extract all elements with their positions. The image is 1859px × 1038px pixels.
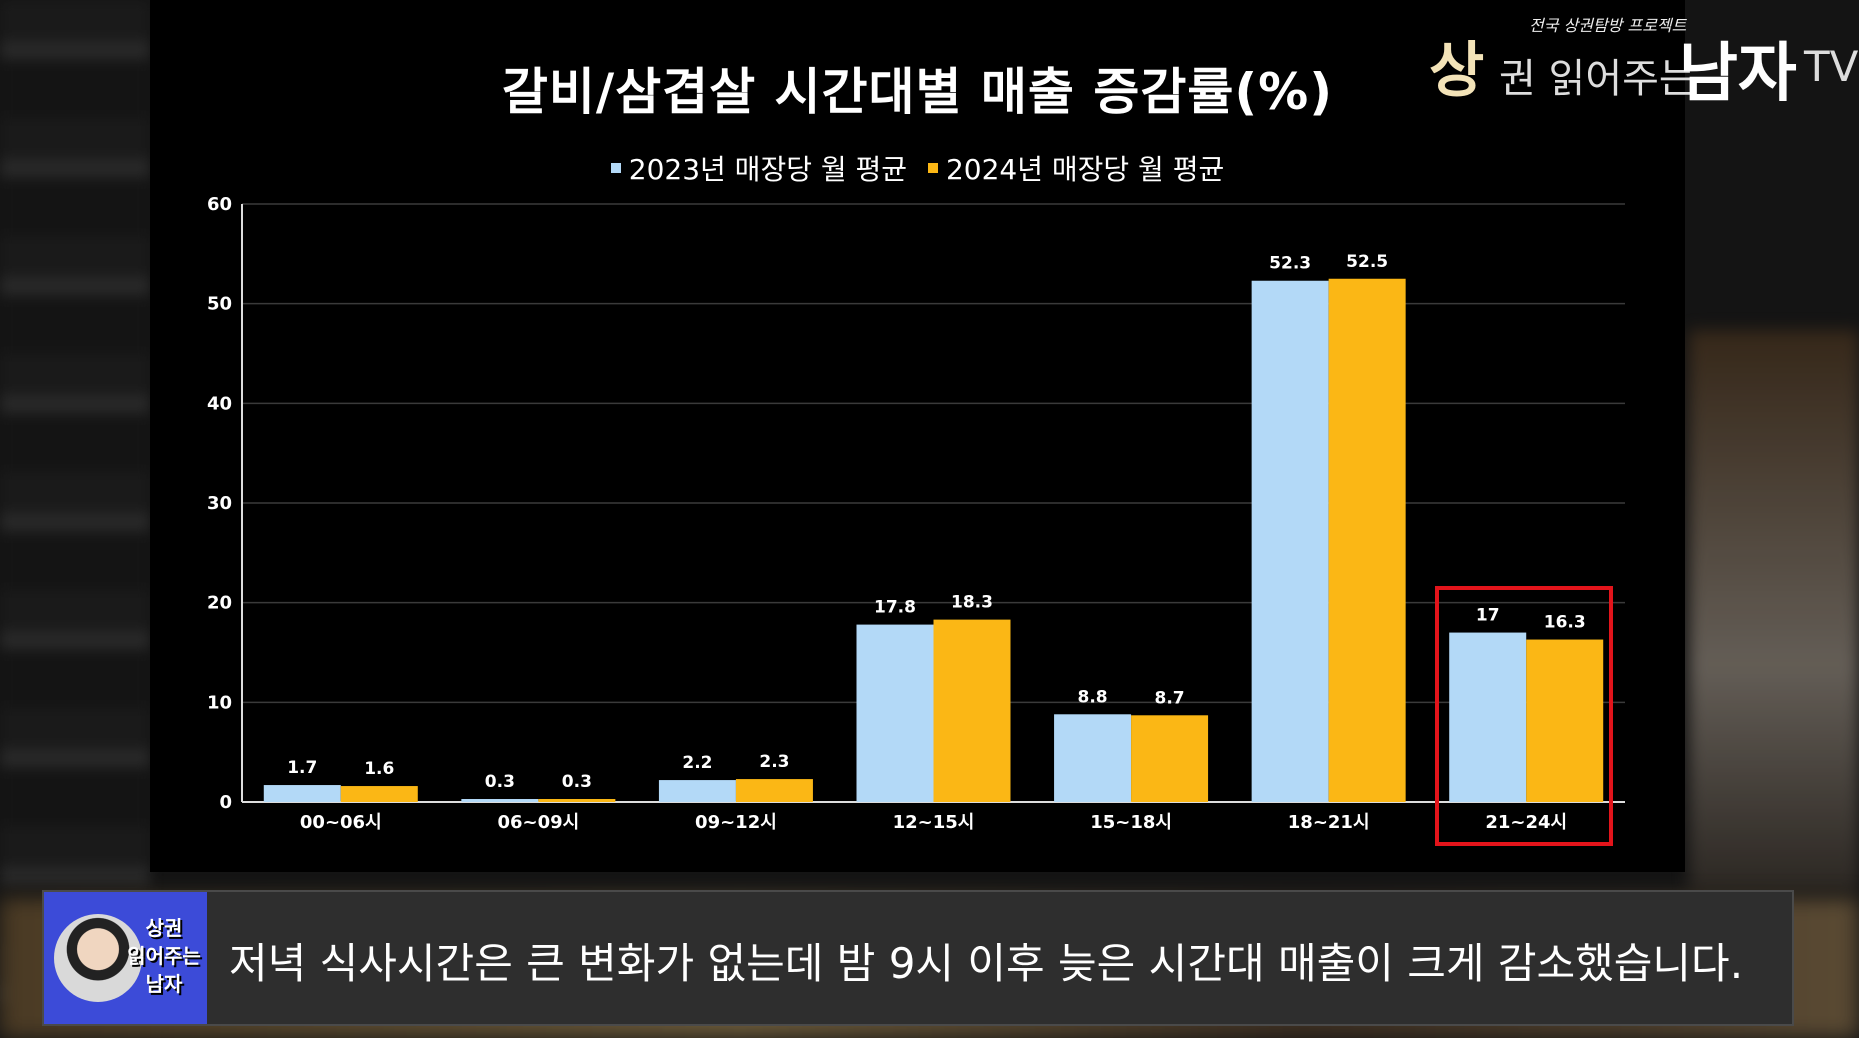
- y-tick-label: 50: [207, 294, 232, 315]
- y-tick-label: 40: [207, 393, 232, 414]
- x-tick-label: 15~18시: [1090, 812, 1172, 833]
- x-tick-label: 12~15시: [893, 812, 975, 833]
- channel-avatar: 상권 읽어주는 남자: [44, 892, 207, 1024]
- data-label: 52.5: [1346, 252, 1388, 272]
- x-tick-label: 06~09시: [497, 812, 579, 833]
- avatar-face: [54, 914, 142, 1002]
- data-label: 1.6: [364, 759, 394, 779]
- y-tick-label: 0: [219, 792, 232, 813]
- data-label: 18.3: [951, 593, 993, 613]
- legend-label-2023: 2023년 매장당 월 평균: [628, 153, 908, 186]
- data-label: 17.8: [874, 598, 916, 618]
- y-tick-label: 10: [207, 692, 232, 713]
- brand-tagline: 전국 상권탐방 프로젝트: [1529, 16, 1687, 35]
- chart-bar: [1526, 639, 1604, 802]
- brand-part2: 권 읽어주는: [1499, 56, 1696, 102]
- data-label: 1.7: [287, 758, 317, 778]
- chart-bar: [658, 780, 736, 802]
- channel-brand-logo: 전국 상권탐방 프로젝트 상 권 읽어주는 남자 TV: [1429, 10, 1859, 111]
- avatar-logo-line-1: 상권: [145, 916, 183, 940]
- legend-swatch-2023: [610, 163, 621, 173]
- brand-part3: 남자: [1679, 37, 1797, 111]
- legend-item-2023: 2023년 매장당 월 평균: [610, 148, 908, 188]
- chart-bar: [933, 619, 1011, 802]
- data-label: 2.3: [759, 752, 789, 772]
- data-label: 2.2: [682, 753, 712, 773]
- x-tick-label: 09~12시: [695, 812, 777, 833]
- chart-bar: [1449, 632, 1527, 802]
- legend-swatch-2024: [927, 163, 938, 173]
- subtitle-text: 저녁 식사시간은 큰 변화가 없는데 밤 9시 이후 늦은 시간대 매출이 크게…: [229, 939, 1744, 988]
- data-label: 16.3: [1544, 613, 1586, 633]
- avatar-logo: 상권 읽어주는 남자: [122, 914, 206, 998]
- chart-bar: [538, 799, 616, 802]
- x-tick-label: 00~06시: [300, 812, 382, 833]
- brand-part4: TV: [1804, 42, 1859, 91]
- data-label: 8.8: [1078, 687, 1108, 707]
- highlight-box: [1435, 586, 1613, 846]
- legend-item-2024: 2024년 매장당 월 평균: [927, 148, 1225, 188]
- y-tick-label: 60: [207, 194, 232, 215]
- x-tick-label: 21~24시: [1485, 812, 1567, 833]
- bar-chart: 0 10 20 30 40 50 60 1.7 1.6 00~06시 0.3 0.3 06~09시 2.2…: [207, 194, 1625, 833]
- chart-bar: [1251, 280, 1329, 802]
- chart-bar: [1054, 714, 1132, 802]
- data-label: 0.3: [485, 772, 515, 792]
- data-label: 52.3: [1269, 254, 1311, 274]
- x-tick-label: 18~21시: [1288, 812, 1370, 833]
- chart-legend: 2023년 매장당 월 평균 2024년 매장당 월 평균: [150, 148, 1685, 188]
- chart-title: 갈비/삼겹살 시간대별 매출 증감률(%): [501, 63, 1334, 121]
- brand-part1: 상: [1429, 36, 1485, 106]
- chart-bar: [263, 785, 341, 802]
- chart-bar: [1131, 715, 1209, 802]
- data-label: 0.3: [562, 772, 592, 792]
- chart-bar: [1328, 278, 1406, 802]
- blurred-left-strip: [0, 0, 150, 1038]
- subtitle-bar: 상권 읽어주는 남자 저녁 식사시간은 큰 변화가 없는데 밤 9시 이후 늦은…: [42, 890, 1794, 1026]
- data-label: 8.7: [1155, 688, 1185, 708]
- chart-bar: [461, 799, 539, 802]
- legend-label-2024: 2024년 매장당 월 평균: [945, 153, 1225, 186]
- blurred-right-area: [1689, 330, 1859, 890]
- chart-bar: [340, 786, 418, 802]
- data-label: 17: [1476, 606, 1500, 626]
- chart-bar: [856, 624, 934, 802]
- avatar-logo-line-2: 읽어주는: [127, 944, 201, 968]
- y-tick-label: 30: [207, 493, 232, 514]
- avatar-logo-line-3: 남자: [145, 972, 183, 996]
- chart-bar: [735, 779, 813, 802]
- y-tick-label: 20: [207, 593, 232, 614]
